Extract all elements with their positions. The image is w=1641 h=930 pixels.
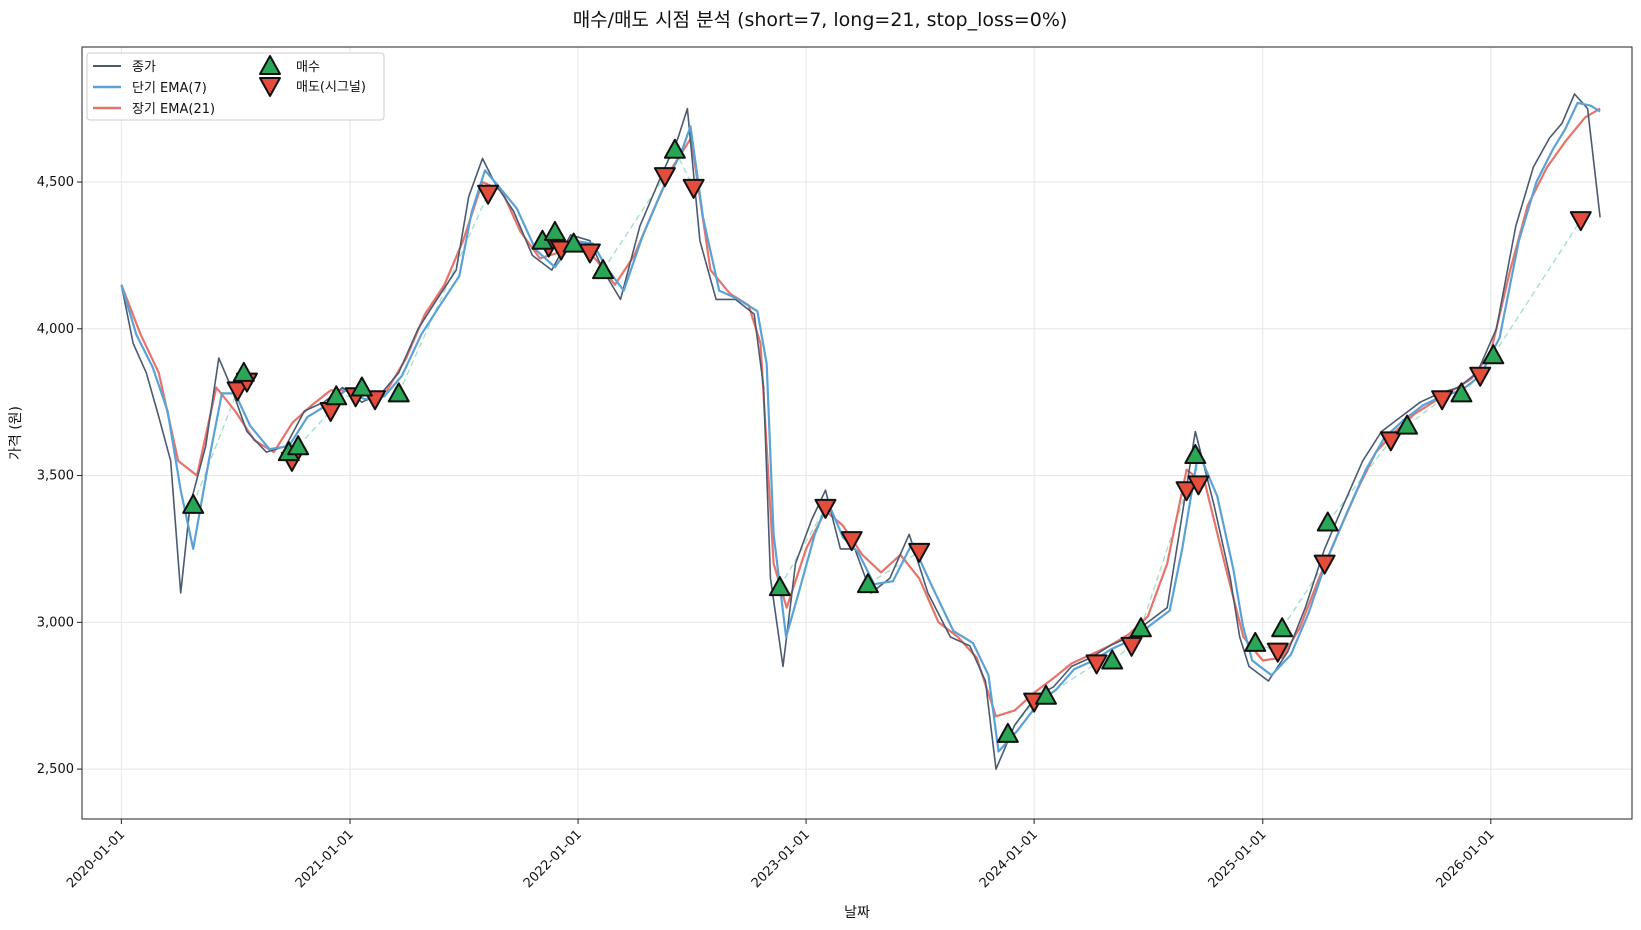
buy-marker xyxy=(562,232,585,253)
buy-marker xyxy=(663,138,686,159)
sell-marker xyxy=(1187,475,1210,496)
sell-marker xyxy=(319,401,342,422)
trade-link xyxy=(1492,219,1582,356)
sell-marker xyxy=(1469,366,1492,387)
buy-marker xyxy=(996,722,1019,743)
x-tick-label: 2026-01-01 xyxy=(1434,827,1498,891)
buy-marker xyxy=(1271,617,1294,638)
trade-link xyxy=(1406,398,1443,427)
sell-marker xyxy=(682,178,705,199)
sell-marker xyxy=(1379,431,1402,452)
buy-marker xyxy=(287,435,310,456)
series-lines xyxy=(120,93,1601,770)
y-tick-label: 4,000 xyxy=(37,322,74,337)
trade-link xyxy=(192,390,239,506)
legend-buy-swatch xyxy=(259,55,281,75)
sell-marker xyxy=(840,531,863,552)
buy-marker xyxy=(1482,344,1505,365)
sell-marker xyxy=(1313,554,1336,575)
legend-short-ema-label: 단기 EMA(7) xyxy=(132,81,207,96)
buy-marker xyxy=(1034,684,1057,705)
x-axis-ticks: 2020-01-01 2021-01-01 2022-01-01 2023-01-01… xyxy=(64,819,1498,891)
buy-marker xyxy=(768,576,791,597)
signal-markers xyxy=(182,138,1592,743)
x-tick-label: 2021-01-01 xyxy=(293,827,357,891)
legend-buy-label: 매수 xyxy=(296,60,320,75)
buy-marker xyxy=(232,361,255,382)
y-tick-label: 4,500 xyxy=(37,175,74,190)
y-tick-label: 3,000 xyxy=(37,615,74,630)
buy-marker xyxy=(1244,631,1267,652)
buy-marker xyxy=(387,382,410,403)
buy-marker xyxy=(1101,649,1124,670)
chart-title: 매수/매도 시점 분석 (short=7, long=21, stop_loss… xyxy=(573,9,1068,31)
sell-marker xyxy=(814,498,837,519)
sell-marker xyxy=(1175,481,1198,502)
sell-marker xyxy=(908,542,931,563)
sell-marker xyxy=(1569,211,1592,232)
x-tick-label: 2025-01-01 xyxy=(1206,827,1270,891)
grid xyxy=(82,47,1632,819)
y-tick-label: 2,500 xyxy=(37,762,74,777)
x-tick-label: 2023-01-01 xyxy=(749,827,813,891)
buy-marker xyxy=(592,259,615,280)
legend-close-label: 종가 xyxy=(132,60,156,75)
trade-link xyxy=(398,193,489,394)
buy-marker xyxy=(856,573,879,594)
buy-marker xyxy=(1184,444,1207,465)
sell-marker xyxy=(653,167,676,188)
sell-marker xyxy=(1431,390,1454,411)
legend-long-ema-label: 장기 EMA(21) xyxy=(132,102,215,117)
sell-marker xyxy=(1120,636,1143,657)
trade-links xyxy=(192,149,1582,735)
buy-marker xyxy=(1129,617,1152,638)
sell-marker xyxy=(226,381,249,402)
x-axis-label: 날짜 xyxy=(844,905,870,921)
trade-link xyxy=(1281,563,1326,629)
buy-marker xyxy=(325,385,348,406)
close-price-line xyxy=(120,93,1601,770)
plot-frame xyxy=(81,46,1633,820)
buy-marker xyxy=(1316,511,1339,532)
sell-marker xyxy=(1266,642,1289,663)
x-tick-label: 2022-01-01 xyxy=(521,827,585,891)
legend-sell-swatch xyxy=(259,77,281,97)
buy-marker xyxy=(543,220,566,241)
y-tick-label: 3,500 xyxy=(37,469,74,484)
trade-link xyxy=(1327,439,1392,523)
y-axis-ticks: 2,500 3,000 3,500 4,000 4,500 xyxy=(37,175,82,777)
legend-sell-label: 매도(시그널) xyxy=(296,80,366,95)
buy-marker xyxy=(182,493,205,514)
buy-marker xyxy=(350,376,373,397)
sell-marker xyxy=(1085,654,1108,675)
long-ema-line xyxy=(120,107,1601,718)
short-ema-line xyxy=(120,101,1601,753)
trade-link xyxy=(1140,490,1188,629)
buy-marker xyxy=(1396,414,1419,435)
trade-link xyxy=(779,507,827,588)
legend-box xyxy=(86,52,385,121)
x-tick-label: 2024-01-01 xyxy=(977,827,1041,891)
x-tick-label: 2020-01-01 xyxy=(64,827,128,891)
y-axis-label: 가격 (원) xyxy=(8,406,24,460)
sell-marker xyxy=(477,184,500,205)
sell-marker xyxy=(578,243,601,264)
buy-marker xyxy=(1450,382,1473,403)
trade-link xyxy=(297,410,332,447)
